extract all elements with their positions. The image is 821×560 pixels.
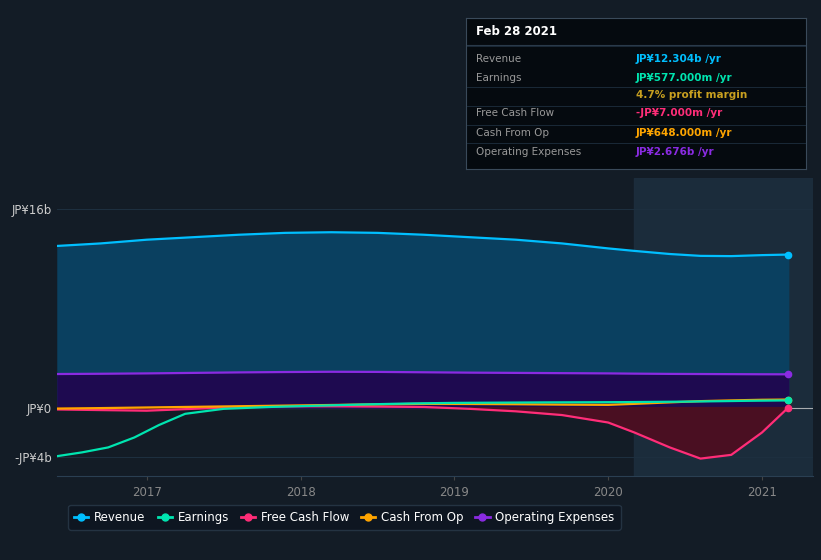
Text: Earnings: Earnings: [475, 73, 521, 83]
Text: JP¥2.676b /yr: JP¥2.676b /yr: [635, 147, 714, 157]
Text: JP¥12.304b /yr: JP¥12.304b /yr: [635, 54, 722, 64]
Text: Free Cash Flow: Free Cash Flow: [475, 108, 554, 118]
Text: -JP¥7.000m /yr: -JP¥7.000m /yr: [635, 108, 722, 118]
Text: Feb 28 2021: Feb 28 2021: [475, 25, 557, 38]
Text: JP¥577.000m /yr: JP¥577.000m /yr: [635, 73, 732, 83]
Bar: [635, 178, 813, 476]
Text: Operating Expenses: Operating Expenses: [475, 147, 581, 157]
Text: JP¥648.000m /yr: JP¥648.000m /yr: [635, 128, 732, 138]
Text: Revenue: Revenue: [475, 54, 521, 64]
Text: 4.7% profit margin: 4.7% profit margin: [635, 90, 747, 100]
Legend: Revenue, Earnings, Free Cash Flow, Cash From Op, Operating Expenses: Revenue, Earnings, Free Cash Flow, Cash …: [68, 505, 621, 530]
Text: Cash From Op: Cash From Op: [475, 128, 548, 138]
